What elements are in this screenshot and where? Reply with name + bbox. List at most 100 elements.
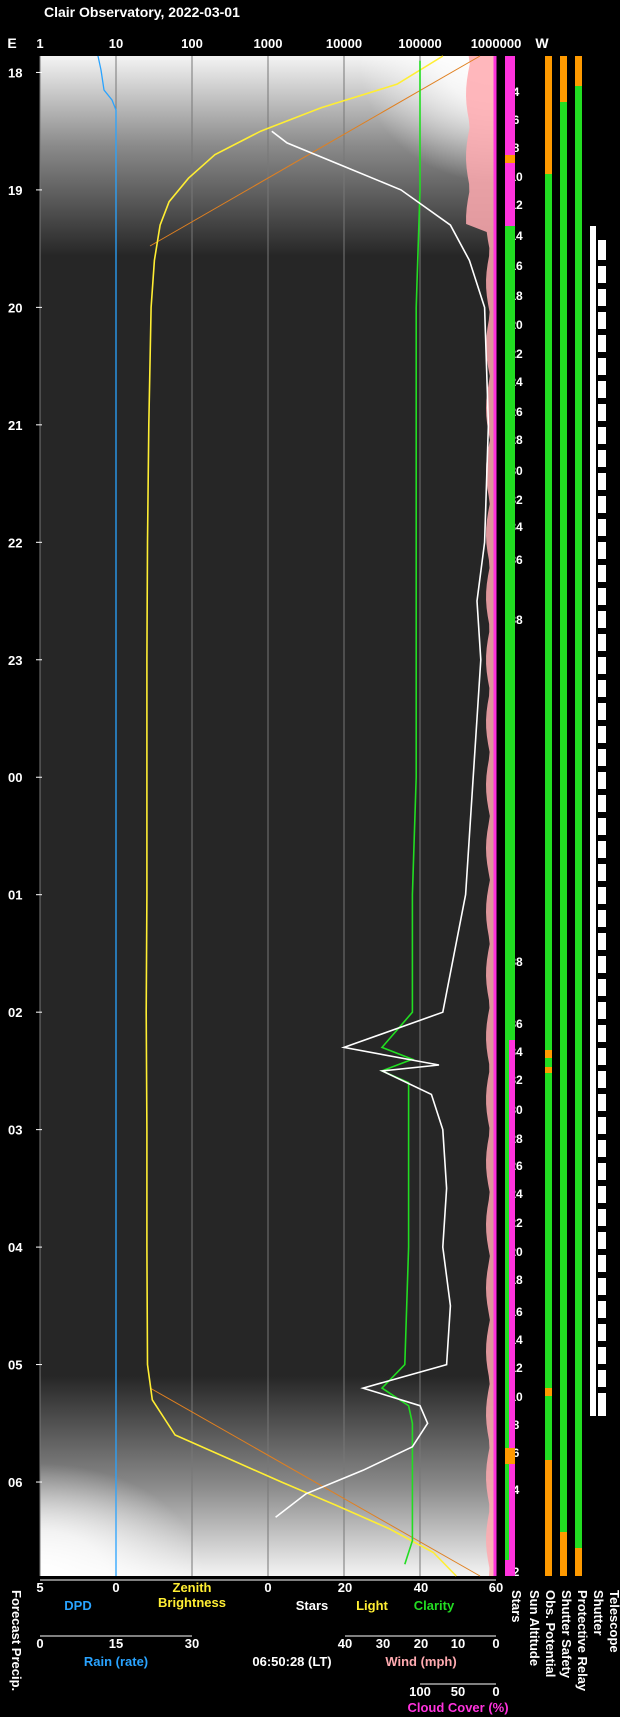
light-axis-label: Light	[356, 1598, 388, 1613]
dpd-tick: 5	[36, 1580, 43, 1595]
telescope-gap	[598, 950, 606, 956]
telescope-gap	[598, 1295, 606, 1301]
telescope-gap	[598, 1364, 606, 1370]
telescope-gap	[598, 490, 606, 496]
time-tick-label: 23	[8, 653, 22, 668]
telescope-gap	[598, 1318, 606, 1324]
telescope-bar	[598, 240, 606, 1416]
telescope-gap	[598, 651, 606, 657]
obs-potential-marker	[545, 1050, 552, 1058]
time-tick-label: 04	[8, 1240, 23, 1255]
time-tick-label: 20	[8, 300, 22, 315]
telescope-gap	[598, 444, 606, 450]
telescope-gap	[598, 1387, 606, 1393]
telescope-gap	[598, 789, 606, 795]
telescope-gap	[598, 766, 606, 772]
telescope-gap	[598, 1249, 606, 1255]
stars-status-daylight	[505, 56, 515, 226]
stars-status-marker	[505, 155, 515, 163]
timestamp-label: 06:50:28 (LT)	[252, 1654, 331, 1669]
side-labels: Forecast Precip. Stars Sun Altitude Obs. Po…	[9, 1590, 620, 1692]
rain-tick: 0	[36, 1636, 43, 1651]
telescope-gap	[598, 375, 606, 381]
status-bars	[505, 56, 606, 1576]
side-label: Shutter Safety	[559, 1590, 574, 1679]
clarity-series-line	[379, 60, 421, 1565]
stars-status-bar	[505, 56, 515, 1576]
telescope-gap	[598, 1180, 606, 1186]
stars-status-dawn-mix	[505, 1040, 509, 1560]
time-tick-label: 02	[8, 1005, 22, 1020]
telescope-gap	[598, 467, 606, 473]
cloud-tick: 50	[451, 1684, 465, 1699]
stars-light-clarity-tick: 40	[414, 1580, 428, 1595]
stars-axis-label: Stars	[296, 1598, 329, 1613]
wind-cloud-band	[466, 56, 496, 1576]
telescope-gap	[598, 1341, 606, 1347]
obs-potential-marker	[545, 1388, 552, 1396]
telescope-gap	[598, 421, 606, 427]
stars-status-marker	[505, 1448, 515, 1464]
clarity-axis-label: Clarity	[414, 1598, 455, 1613]
telescope-gap	[598, 260, 606, 266]
stars-series-line	[271, 130, 490, 1518]
zenith-brightness-series-line	[145, 55, 457, 1577]
telescope-gap	[598, 927, 606, 933]
dpd-tick: 0	[112, 1580, 119, 1595]
shutter-safety-dawn	[560, 1532, 567, 1576]
top-tick-label: 100000	[398, 36, 441, 51]
telescope-gap	[598, 1203, 606, 1209]
light-model-line	[149, 1387, 481, 1577]
telescope-gap	[598, 1226, 606, 1232]
series-layer	[97, 55, 497, 1577]
side-label: Forecast Precip.	[9, 1590, 24, 1691]
rain-tick: 30	[185, 1636, 199, 1651]
rain-axis-label: Rain (rate)	[84, 1654, 148, 1669]
side-label: Protective Relay	[575, 1590, 590, 1692]
telescope-gap	[598, 904, 606, 910]
time-tick-label: 06	[8, 1475, 22, 1490]
telescope-gap	[598, 835, 606, 841]
wind-tick: 10	[451, 1636, 465, 1651]
zenith-axis-label: Brightness	[158, 1595, 226, 1610]
time-tick-label: 21	[8, 418, 22, 433]
telescope-gap	[598, 628, 606, 634]
telescope-gap	[598, 1272, 606, 1278]
dpd-axis-label: DPD	[64, 1598, 91, 1613]
top-tick-label: 1000	[254, 36, 283, 51]
stars-light-clarity-tick: 20	[338, 1580, 352, 1595]
wind-axis-label: Wind (mph)	[385, 1654, 456, 1669]
wind-tick: 0	[492, 1636, 499, 1651]
obs-potential-dawn	[545, 1460, 552, 1576]
side-label: Telescope	[607, 1590, 620, 1653]
chart-title: Clair Observatory, 2022-03-01	[44, 4, 240, 20]
telescope-gap	[598, 1019, 606, 1025]
side-label: Stars	[509, 1590, 524, 1623]
time-axis: 18 19 20 21 22 23 00 01 02 03 04 05 06	[8, 65, 42, 1490]
telescope-gap	[598, 743, 606, 749]
protective-relay-day	[575, 56, 582, 86]
top-tick-label: 1	[36, 36, 43, 51]
telescope-gap	[598, 881, 606, 887]
shutter-safety-day	[560, 56, 567, 102]
compass-west-label: W	[535, 35, 549, 51]
top-tick-label: 1000000	[471, 36, 522, 51]
top-tick-label: 10000	[326, 36, 362, 51]
dpd-line	[97, 55, 117, 1576]
light-model-line	[149, 55, 481, 247]
time-tick-label: 22	[8, 535, 22, 550]
telescope-gap	[598, 697, 606, 703]
compass-east-label: E	[7, 35, 16, 51]
time-tick-label: 00	[8, 770, 22, 785]
telescope-gap	[598, 536, 606, 542]
telescope-gap	[598, 329, 606, 335]
telescope-gap	[598, 559, 606, 565]
time-tick-label: 05	[8, 1358, 22, 1373]
wind-tick: 30	[376, 1636, 390, 1651]
time-tick-label: 18	[8, 65, 22, 80]
zenith-axis-label: Zenith	[173, 1580, 212, 1595]
cloud-tick: 0	[492, 1684, 499, 1699]
protective-relay-dawn	[575, 1548, 582, 1576]
